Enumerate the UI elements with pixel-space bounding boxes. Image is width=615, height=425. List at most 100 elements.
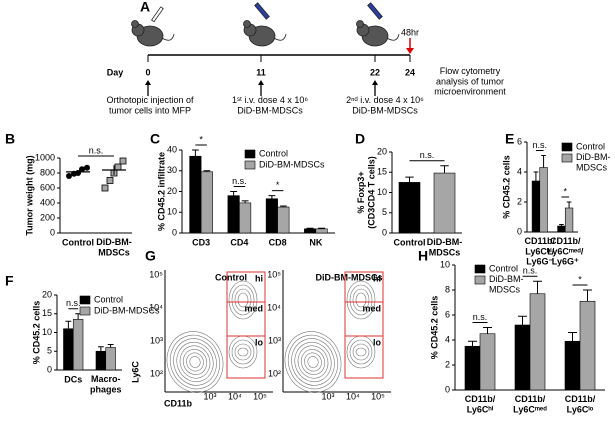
annotation: n.s. [473, 312, 488, 322]
bar [464, 345, 481, 391]
point [79, 166, 85, 173]
annotation: n.s. [532, 140, 547, 150]
y-tick-label: 5 [382, 207, 387, 217]
y-tick-label: 10² [150, 368, 163, 378]
y-tick-label: 0 [382, 227, 387, 237]
y-axis-label: % CD45.2 cells [31, 301, 41, 365]
y-tick-label: 20 [167, 186, 177, 196]
day: 22 [370, 67, 380, 77]
note: 1ˢᵗ i.v. dose 4 x 10⁶ DiD-BM-MDSCs [232, 95, 308, 115]
point [84, 164, 90, 171]
contour [300, 349, 326, 375]
mouse [356, 2, 400, 47]
bar [564, 207, 574, 233]
legend-label: Control [576, 141, 605, 151]
y-tick-label: 10³ [268, 335, 281, 345]
y-tick-label: 0 [50, 227, 55, 237]
legend-swatch [561, 153, 573, 163]
point [101, 184, 109, 192]
contour [237, 347, 249, 357]
mouse [131, 6, 175, 47]
day: 24 [405, 67, 415, 77]
y-tick-label: 10² [268, 368, 281, 378]
y-tick-label: 8 [445, 284, 450, 294]
bar [189, 155, 202, 234]
gate [226, 335, 266, 379]
plot-title: Control [215, 272, 247, 282]
bar [564, 340, 581, 391]
y-tick-label: 0 [517, 226, 522, 236]
x-axis-label: CD11b [164, 398, 193, 408]
panel-label: B [5, 131, 15, 147]
x-tick-label: Macro-phages [90, 374, 122, 394]
y-tick-label: 40 [167, 144, 177, 154]
x-tick-label: DCs [64, 374, 82, 384]
day-label: Day [107, 67, 124, 77]
note: Orthotopic injection of tumor cells into … [106, 95, 194, 115]
x-tick-label: DiD-BM-MDSCs [96, 237, 132, 257]
y-tick-label: 400 [40, 197, 55, 207]
x-tick-label: CD3 [192, 237, 210, 247]
x-tick-label: 10⁵ [253, 391, 267, 401]
y-tick-label: 800 [40, 167, 55, 177]
bar [265, 198, 278, 234]
x-tick-label: CD8 [269, 237, 287, 247]
contour [284, 331, 342, 393]
bar [539, 167, 548, 233]
legend-swatch [474, 275, 486, 285]
bar [304, 228, 317, 234]
contour [294, 341, 332, 383]
readout: Flow cytometry analysis of tumor microenvi… [434, 66, 506, 97]
y-axis-label: % CD45.2 cells [429, 296, 439, 360]
legend-swatch [79, 306, 91, 316]
contour [234, 288, 252, 312]
arrowhead [258, 80, 264, 85]
bar [433, 172, 456, 234]
bar [95, 350, 107, 371]
gate-label: med [362, 303, 381, 313]
contour [355, 347, 367, 357]
x-tick-label: CD11b/Ly6Cᵐᵉᵈ [513, 394, 547, 414]
contour [182, 349, 208, 375]
contour [355, 292, 367, 308]
x-tick-label: CD4 [230, 237, 248, 247]
gate-label: lo [373, 337, 382, 347]
y-tick-label: 6 [517, 136, 522, 146]
point [114, 163, 122, 171]
contour [189, 356, 201, 368]
bar [63, 328, 74, 371]
y-tick-label: 15 [377, 167, 387, 177]
x-tick-label: 10⁴ [228, 391, 242, 401]
y-tick-label: 5 [47, 346, 52, 356]
x-tick-label: 10⁴ [346, 391, 360, 401]
y-tick-label: 10⁵ [267, 269, 281, 279]
legend-swatch [244, 149, 256, 159]
panel-label: E [505, 131, 514, 147]
contour [231, 339, 255, 365]
legend-swatch [474, 264, 486, 274]
day: 11 [256, 67, 266, 77]
legend-label: Control [259, 148, 288, 158]
contour [179, 345, 211, 379]
contour [186, 352, 204, 372]
gate [344, 335, 384, 379]
gate-label: hi [255, 273, 263, 283]
contour [346, 335, 376, 369]
contour [169, 334, 221, 390]
panel-label: F [5, 273, 14, 289]
contour [287, 334, 339, 390]
annotation: n.s. [66, 298, 81, 308]
arrowhead [372, 80, 378, 85]
contour [307, 356, 319, 368]
bar [200, 171, 213, 234]
contour [349, 339, 373, 365]
x-tick-label: Control [394, 237, 426, 247]
x-tick-label: Control [62, 237, 94, 247]
legend-swatch [244, 160, 256, 170]
legend-label: DiD-BM-MDSCs [94, 305, 160, 315]
bar [531, 180, 541, 233]
annotation: n.s. [523, 266, 538, 276]
x-tick-label: CD11b/Ly6Cʰⁱ [465, 394, 496, 414]
mouse-icons [131, 2, 400, 47]
